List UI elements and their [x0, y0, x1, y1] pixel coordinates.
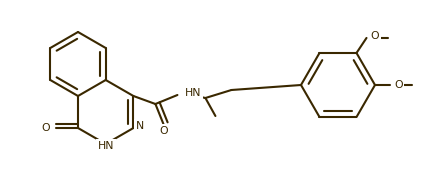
Text: N: N [135, 121, 143, 131]
Text: HN: HN [184, 88, 200, 98]
Text: O: O [370, 31, 378, 41]
Text: O: O [159, 126, 167, 136]
Text: O: O [393, 80, 402, 90]
Text: HN: HN [97, 141, 114, 151]
Text: O: O [41, 123, 50, 133]
